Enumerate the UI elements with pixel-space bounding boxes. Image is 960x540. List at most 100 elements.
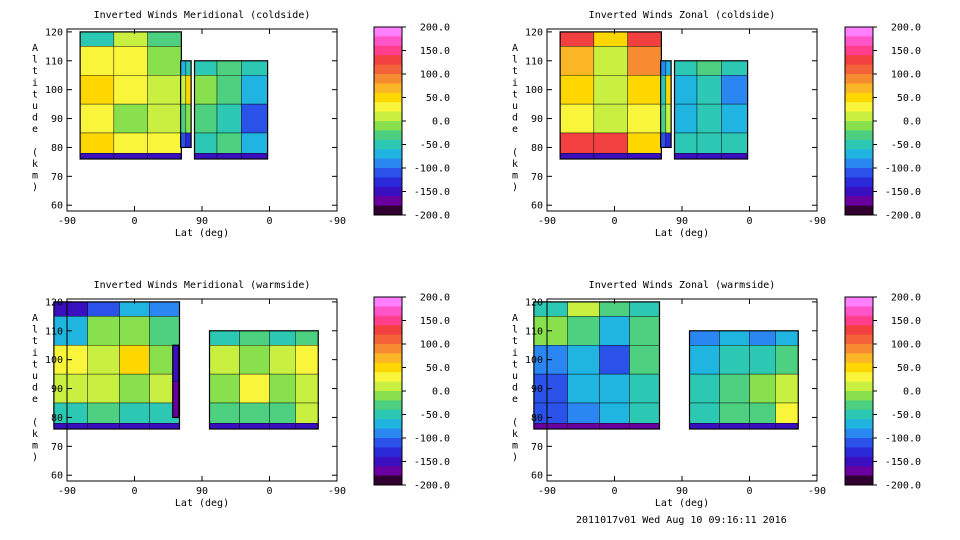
- data-cell: [689, 345, 720, 375]
- data-cell: [119, 345, 150, 375]
- colorbar-swatch: [845, 74, 873, 84]
- colorbar-tick-label: -150.0: [885, 457, 921, 468]
- colorbar-swatch: [374, 344, 402, 354]
- x-tick-label: 0: [611, 486, 617, 497]
- colorbar-swatch: [374, 111, 402, 122]
- colorbar-tick-label: 200.0: [420, 293, 450, 304]
- data-cell: [660, 132, 667, 148]
- colorbar-swatch: [845, 362, 873, 373]
- data-cell: [749, 402, 776, 424]
- data-cell: [87, 301, 120, 317]
- colorbar-swatch: [845, 149, 873, 160]
- data-cell: [87, 345, 120, 375]
- colorbar-tick-label: -50.0: [891, 410, 921, 421]
- colorbar-tick-label: 50.0: [897, 363, 921, 374]
- data-cell: [721, 153, 748, 160]
- data-cell: [119, 423, 150, 430]
- colorbar: 200.0 150.0 100.0 50.0 0.0 -50.0 -100.0 -150.0 -…: [844, 293, 921, 492]
- colorbar-swatch: [374, 325, 402, 336]
- colorbar-tick-label: -50.0: [420, 410, 450, 421]
- data-cell: [295, 402, 319, 424]
- data-cell: [295, 423, 319, 430]
- segment-outline: [208, 330, 319, 430]
- x-axis-label: Lat (deg): [655, 228, 709, 239]
- y-tick-label: 70: [51, 442, 63, 453]
- colorbar-swatch: [374, 315, 402, 326]
- x-tick-label: -90: [58, 216, 76, 227]
- data-cell: [180, 103, 187, 134]
- data-cell: [629, 423, 660, 430]
- colorbar-swatch: [374, 177, 402, 188]
- figure-footer: 2011017v01 Wed Aug 10 09:16:11 2016: [576, 515, 787, 526]
- colorbar-swatch: [374, 121, 402, 131]
- data-cell: [599, 345, 630, 375]
- colorbar-tick-label: -100.0: [885, 434, 921, 445]
- colorbar-swatch: [374, 130, 402, 141]
- data-cell: [775, 373, 799, 404]
- data-cell: [239, 373, 270, 404]
- chart-title: Inverted Winds Meridional (coldside): [94, 10, 311, 21]
- x-tick-label: -90: [538, 486, 556, 497]
- colorbar-swatch: [374, 428, 402, 439]
- colorbar-tick-label: 100.0: [420, 70, 450, 81]
- data-cell: [172, 381, 179, 418]
- segment-outline: [673, 60, 749, 160]
- data-cell: [295, 345, 319, 375]
- data-cell: [593, 75, 628, 105]
- data-cell: [696, 153, 722, 160]
- data-cell: [79, 75, 115, 105]
- colorbar-swatch: [845, 158, 873, 169]
- colorbar-swatch: [845, 168, 873, 178]
- data-cell: [269, 330, 296, 346]
- data-cell: [180, 75, 187, 105]
- x-tick-label: -90: [328, 486, 346, 497]
- data-cell: [660, 75, 667, 105]
- data-segment-2: [180, 60, 192, 149]
- colorbar-tick-label: -200.0: [414, 211, 450, 222]
- chart-panel-4: 60 70 80 90 100 110 120 -90 0 90 0 -90 Inverted Wind…: [512, 280, 921, 509]
- data-cell: [295, 373, 319, 404]
- data-cell: [119, 373, 150, 404]
- data-cell: [87, 373, 120, 404]
- colorbar-tick-label: 200.0: [891, 293, 921, 304]
- data-cell: [749, 330, 776, 346]
- data-cell: [241, 60, 268, 76]
- data-cell: [629, 316, 660, 346]
- y-tick-label: 60: [51, 201, 63, 212]
- data-cell: [567, 301, 600, 317]
- data-cell: [147, 75, 182, 105]
- colorbar-tick-label: 100.0: [891, 70, 921, 81]
- x-tick-label: 0: [611, 216, 617, 227]
- colorbar-swatch: [845, 139, 873, 150]
- data-cell: [627, 46, 662, 76]
- data-cell: [269, 345, 296, 375]
- y-tick-label: 80: [531, 143, 543, 154]
- colorbar-swatch: [845, 438, 873, 448]
- data-cell: [593, 31, 628, 47]
- colorbar-swatch: [374, 74, 402, 84]
- data-cell: [194, 132, 218, 154]
- y-tick-label: 120: [525, 297, 543, 308]
- data-cell: [79, 153, 115, 160]
- colorbar-tick-label: 50.0: [426, 93, 450, 104]
- data-cell: [696, 132, 722, 154]
- data-cell: [593, 46, 628, 76]
- colorbar-swatch: [374, 149, 402, 160]
- x-tick-label: 90: [196, 486, 208, 497]
- data-cell: [674, 75, 698, 105]
- colorbar-tick-label: 150.0: [891, 46, 921, 57]
- colorbar-swatch: [845, 447, 873, 458]
- colorbar-swatch: [845, 419, 873, 430]
- colorbar-tick-label: -150.0: [414, 187, 450, 198]
- data-cell: [113, 132, 148, 154]
- data-cell: [674, 103, 698, 134]
- data-cell: [665, 75, 672, 105]
- data-cell: [696, 75, 722, 105]
- colorbar-tick-label: -200.0: [414, 481, 450, 492]
- colorbar-swatch: [374, 158, 402, 169]
- data-cell: [79, 103, 115, 134]
- colorbar-tick-label: -50.0: [420, 140, 450, 151]
- chart-title: Inverted Winds Meridional (warmside): [94, 280, 311, 291]
- y-tick-label: 110: [525, 326, 543, 337]
